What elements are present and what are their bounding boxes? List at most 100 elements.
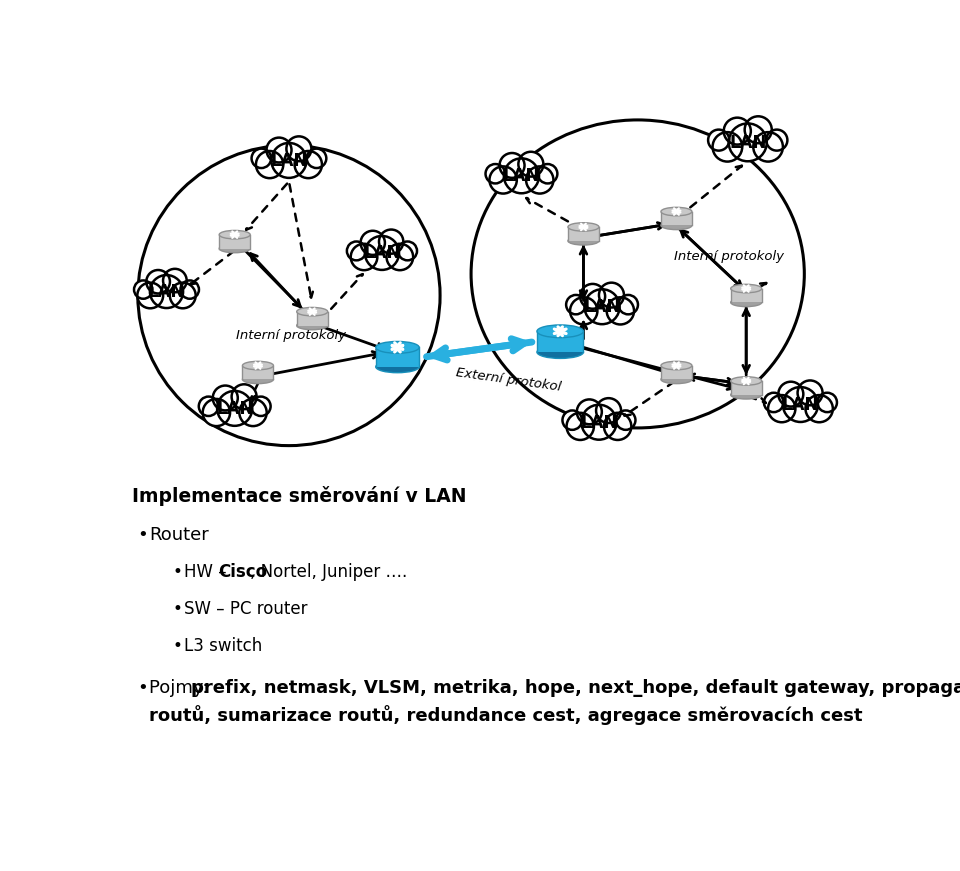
Circle shape (150, 275, 183, 308)
Circle shape (134, 280, 153, 299)
Circle shape (580, 284, 605, 308)
Circle shape (307, 149, 326, 168)
Circle shape (387, 244, 413, 270)
Text: LAN: LAN (781, 395, 819, 414)
Text: LAN: LAN (729, 134, 766, 152)
Circle shape (538, 164, 558, 184)
Circle shape (596, 398, 621, 423)
Circle shape (295, 151, 322, 179)
Circle shape (616, 410, 636, 430)
Circle shape (180, 280, 199, 299)
Circle shape (768, 395, 796, 422)
Circle shape (499, 153, 524, 178)
Ellipse shape (731, 284, 761, 293)
Circle shape (577, 400, 602, 424)
Circle shape (582, 405, 616, 440)
Circle shape (252, 149, 271, 168)
Text: LAN: LAN (363, 244, 400, 262)
Circle shape (239, 399, 267, 426)
Circle shape (170, 283, 196, 308)
Circle shape (585, 289, 619, 324)
Circle shape (286, 137, 311, 161)
Bar (731, 381, 761, 395)
Circle shape (782, 387, 818, 422)
Circle shape (272, 143, 306, 178)
Text: Implementace směrování v LAN: Implementace směrování v LAN (132, 486, 467, 506)
Circle shape (817, 393, 837, 412)
Text: LAN: LAN (148, 282, 185, 300)
Text: Interní protokoly: Interní protokoly (674, 251, 784, 264)
Ellipse shape (731, 390, 761, 399)
Circle shape (398, 241, 417, 260)
Ellipse shape (731, 298, 761, 307)
Ellipse shape (243, 361, 274, 370)
Circle shape (213, 386, 238, 410)
Text: LAN: LAN (503, 167, 540, 186)
Text: SW – PC router: SW – PC router (184, 599, 308, 618)
Circle shape (712, 132, 742, 162)
Circle shape (566, 295, 586, 314)
Bar (568, 227, 599, 240)
Circle shape (745, 117, 772, 143)
Circle shape (199, 396, 218, 416)
Text: , Nortel, Juniper ….: , Nortel, Juniper …. (251, 563, 407, 581)
Text: HW –: HW – (184, 563, 232, 581)
Ellipse shape (219, 231, 251, 239)
Circle shape (599, 283, 624, 307)
Ellipse shape (660, 361, 692, 370)
Circle shape (566, 413, 594, 440)
Circle shape (779, 381, 804, 407)
Text: L3 switch: L3 switch (184, 637, 263, 655)
Circle shape (490, 166, 516, 193)
Ellipse shape (660, 207, 692, 216)
Circle shape (146, 270, 170, 294)
Circle shape (365, 236, 399, 270)
Ellipse shape (297, 321, 327, 330)
Circle shape (137, 283, 163, 308)
Bar (219, 234, 251, 248)
Ellipse shape (375, 341, 420, 354)
Text: prefix, netmask, VLSM, metrika, hope, next_hope, default gateway, propagace: prefix, netmask, VLSM, metrika, hope, ne… (191, 679, 960, 697)
Ellipse shape (537, 346, 584, 359)
Circle shape (361, 231, 385, 255)
Text: LAN: LAN (580, 414, 617, 431)
Text: •: • (173, 599, 182, 618)
Text: LAN: LAN (584, 298, 621, 316)
Circle shape (267, 138, 292, 163)
Circle shape (764, 393, 783, 412)
Text: Pojmy:: Pojmy: (150, 679, 215, 697)
Bar (660, 366, 692, 380)
Text: •: • (173, 637, 182, 655)
Ellipse shape (568, 223, 599, 231)
Bar (243, 366, 274, 380)
Circle shape (231, 384, 256, 409)
Circle shape (486, 164, 505, 184)
Circle shape (256, 151, 283, 179)
Ellipse shape (375, 361, 420, 373)
Circle shape (526, 166, 553, 193)
Bar (297, 312, 327, 326)
Ellipse shape (219, 244, 251, 253)
Circle shape (563, 410, 582, 430)
Ellipse shape (537, 325, 584, 338)
Bar (731, 288, 761, 302)
Text: •: • (173, 563, 182, 581)
Text: •: • (137, 526, 148, 544)
Text: •: • (137, 679, 148, 697)
Text: Cisco: Cisco (218, 563, 267, 581)
Circle shape (203, 399, 230, 426)
Circle shape (607, 297, 634, 325)
Ellipse shape (243, 375, 274, 383)
Circle shape (729, 124, 767, 161)
Circle shape (347, 241, 366, 260)
Circle shape (504, 159, 539, 193)
Text: LAN: LAN (216, 400, 253, 418)
Circle shape (379, 230, 403, 253)
Text: routů, sumarizace routů, redundance cest, agregace směrovacích cest: routů, sumarizace routů, redundance cest… (150, 706, 863, 725)
Bar (660, 212, 692, 226)
Text: LAN: LAN (271, 152, 307, 170)
Circle shape (518, 152, 543, 177)
Ellipse shape (568, 237, 599, 245)
Ellipse shape (660, 375, 692, 383)
Circle shape (570, 297, 597, 325)
